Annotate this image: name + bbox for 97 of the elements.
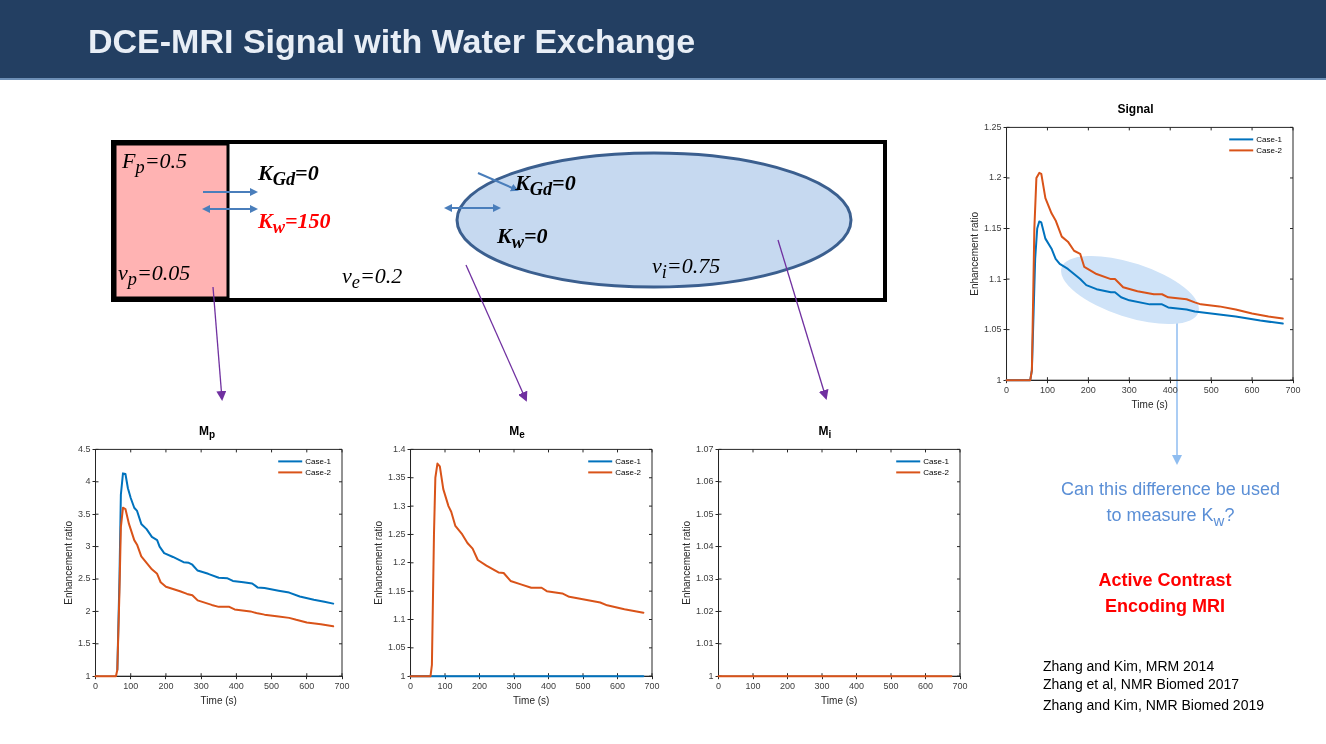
chart-title: M$_{e}$: [508, 424, 526, 441]
x-tick-label: 400: [848, 681, 865, 692]
x-tick-label: 500: [883, 681, 899, 692]
legend-label: Case-2: [615, 467, 642, 477]
y-tick-label: 1.05: [695, 508, 714, 519]
x-tick-label: 600: [299, 681, 315, 692]
x-tick-label: 0: [716, 681, 722, 692]
y-tick-label: 1.03: [695, 573, 714, 584]
x-tick-label: 400: [1162, 385, 1178, 396]
legend-label: Case-1: [305, 456, 332, 466]
x-axis-title: Time (s): [821, 694, 858, 706]
x-tick-label: 500: [264, 681, 280, 692]
x-tick-label: 300: [814, 681, 830, 692]
y-tick-label: 1.15: [387, 585, 406, 596]
legend-label: Case-2: [305, 467, 332, 477]
x-tick-label: 600: [609, 681, 626, 692]
x-tick-label: 600: [917, 681, 934, 692]
y-tick-label: 1.05: [983, 324, 1002, 335]
y-tick-label: 1.25: [387, 528, 406, 539]
y-tick-label: 4.5: [78, 443, 91, 454]
legend-label: Case-1: [615, 456, 642, 466]
y-tick-label: 1: [996, 374, 1002, 385]
x-tick-label: 100: [437, 681, 453, 692]
x-tick-label: 100: [745, 681, 761, 692]
x-tick-label: 500: [1203, 385, 1219, 396]
text: Can this difference be used to measure K$_{w}$?: [1060, 478, 1281, 531]
legend-label: Case-2: [923, 467, 950, 477]
legend-label: Case-1: [923, 456, 950, 466]
x-tick-label: 200: [158, 681, 174, 692]
chart-title: Signal: [1116, 102, 1155, 116]
y-tick-label: 1.2: [393, 557, 406, 568]
y-tick-label: 1.06: [695, 476, 714, 487]
y-tick-label: 2.5: [78, 573, 91, 584]
legend-label: Case-2: [1256, 145, 1283, 155]
y-tick-label: 3: [85, 541, 91, 552]
y-tick-label: 1.15: [983, 223, 1002, 233]
y-tick-label: 4: [85, 476, 91, 487]
x-tick-label: 0: [93, 681, 99, 692]
x-tick-label: 700: [334, 681, 350, 692]
x-tick-label: 200: [1080, 385, 1096, 396]
chart-title: M$_{p}$: [197, 424, 217, 441]
text: Active Contrast Encoding MRI: [1097, 569, 1233, 619]
y-tick-label: 1.25: [983, 121, 1002, 132]
text: K$_{w}$=0: [497, 223, 548, 254]
y-axis-title: Enhancement ratio: [62, 520, 74, 605]
y-tick-label: 1.1: [989, 273, 1002, 284]
x-tick-label: 400: [228, 681, 244, 692]
x-axis-title: Time (s): [200, 694, 237, 706]
legend-label: Case-1: [1256, 134, 1283, 144]
y-tick-label: 1.07: [695, 443, 714, 454]
y-tick-label: 3.5: [78, 508, 91, 519]
y-axis-title: Enhancement ratio: [372, 520, 384, 605]
x-tick-label: 300: [193, 681, 209, 692]
x-tick-label: 200: [472, 681, 488, 692]
x-tick-label: 700: [952, 681, 968, 692]
y-tick-label: 1: [708, 670, 714, 681]
x-tick-label: 100: [123, 681, 139, 692]
x-tick-label: 700: [644, 681, 660, 692]
text: F$_{p}$=0.5: [122, 148, 187, 179]
text: K$_{w}$=150: [258, 208, 331, 239]
x-tick-label: 300: [1121, 385, 1137, 396]
x-axis-title: Time (s): [513, 694, 550, 706]
y-axis-title: Enhancement ratio: [968, 211, 980, 296]
x-tick-label: 0: [408, 681, 414, 692]
y-tick-label: 1.4: [393, 443, 406, 454]
x-tick-label: 300: [506, 681, 522, 692]
text: v$_{e}$=0.2: [342, 263, 403, 294]
text: Zhang and Kim, MRM 2014: [1043, 658, 1215, 674]
x-tick-label: 400: [540, 681, 557, 692]
y-tick-label: 1.04: [695, 541, 714, 552]
y-tick-label: 1.05: [387, 642, 406, 653]
y-tick-label: 1: [85, 670, 91, 681]
y-tick-label: 2: [85, 605, 91, 616]
text: Zhang et al, NMR Biomed 2017: [1043, 676, 1240, 692]
y-tick-label: 1: [400, 670, 406, 681]
y-tick-label: 1.5: [78, 638, 91, 649]
x-tick-label: 500: [575, 681, 591, 692]
y-tick-label: 1.1: [393, 613, 406, 624]
x-axis-title: Time (s): [1131, 398, 1168, 410]
y-tick-label: 1.35: [387, 472, 406, 483]
text: K$_{Gd}$=0: [515, 170, 576, 201]
text: DCE-MRI Signal with Water Exchange: [88, 22, 696, 61]
chart-title: M$_{i}$: [817, 424, 833, 441]
y-tick-label: 1.01: [695, 638, 714, 649]
x-tick-label: 200: [780, 681, 796, 692]
x-tick-label: 100: [1039, 385, 1055, 396]
text: v$_{p}$=0.05: [118, 260, 191, 291]
text: K$_{Gd}$=0: [258, 160, 319, 191]
x-tick-label: 0: [1004, 385, 1010, 396]
text: Zhang and Kim, NMR Biomed 2019: [1043, 697, 1264, 713]
y-tick-label: 1.02: [695, 605, 714, 616]
x-tick-label: 600: [1244, 385, 1260, 396]
y-axis-title: Enhancement ratio: [680, 520, 692, 605]
y-tick-label: 1.2: [989, 172, 1002, 183]
x-tick-label: 700: [1285, 385, 1301, 396]
text: v$_{i}$=0.75: [652, 253, 721, 284]
y-tick-label: 1.3: [393, 500, 406, 511]
